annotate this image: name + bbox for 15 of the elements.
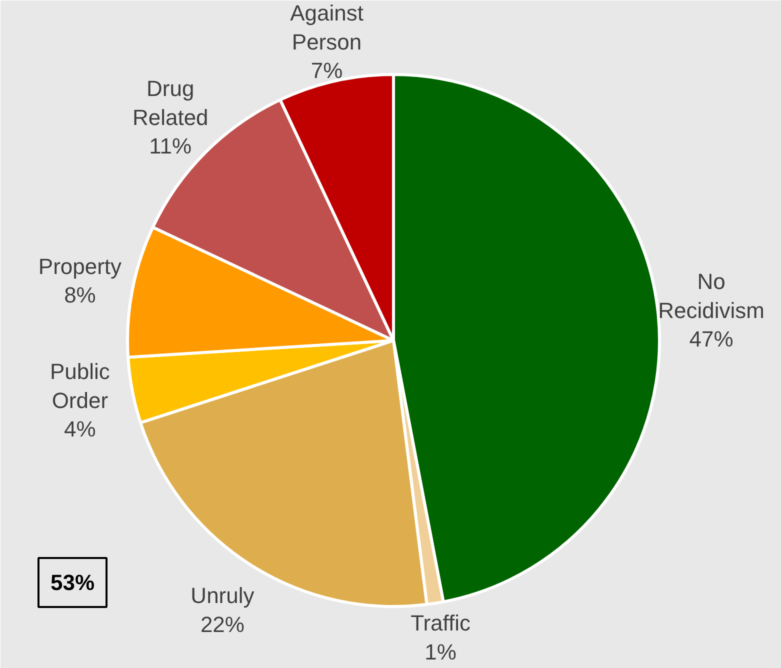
slice-label: Traffic <box>410 610 470 636</box>
data-label: 1% <box>424 639 456 664</box>
data-label: 4% <box>64 416 96 442</box>
data-label: 47% <box>689 326 734 352</box>
slice-label: Against Person <box>290 0 364 54</box>
data-label: 8% <box>64 282 96 308</box>
data-label: 11% <box>149 134 192 159</box>
slice-label: No Recidivism <box>658 269 764 323</box>
text: 53% <box>50 570 95 595</box>
slice-label: Public Order <box>50 359 110 413</box>
data-label: 22% <box>200 612 244 637</box>
slice-label: Unruly <box>190 583 254 608</box>
slice-label: Drug Related <box>132 76 208 130</box>
data-label: 7% <box>310 58 343 84</box>
slice-label: Property <box>38 254 122 279</box>
